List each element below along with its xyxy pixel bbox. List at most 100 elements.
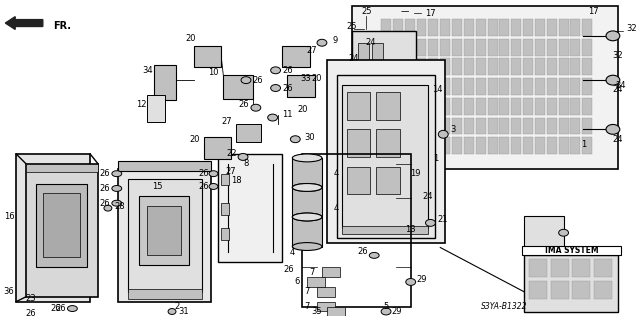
Bar bbox=[428, 78, 438, 95]
Bar bbox=[26, 164, 98, 172]
Bar bbox=[43, 193, 80, 257]
Bar bbox=[523, 39, 533, 56]
Ellipse shape bbox=[241, 77, 251, 84]
Bar bbox=[204, 137, 231, 159]
Bar bbox=[535, 137, 545, 154]
Text: 12: 12 bbox=[136, 100, 147, 109]
Ellipse shape bbox=[406, 278, 415, 285]
Text: 33: 33 bbox=[300, 74, 310, 83]
Bar bbox=[522, 245, 621, 255]
Bar bbox=[559, 78, 568, 95]
Bar bbox=[499, 19, 509, 36]
Bar bbox=[440, 117, 450, 134]
Bar bbox=[511, 19, 521, 36]
Bar bbox=[147, 206, 181, 255]
Ellipse shape bbox=[112, 200, 122, 206]
Ellipse shape bbox=[251, 104, 260, 111]
Bar bbox=[393, 117, 403, 134]
Bar bbox=[488, 59, 497, 75]
Ellipse shape bbox=[271, 67, 280, 74]
Ellipse shape bbox=[112, 186, 122, 191]
Bar bbox=[417, 39, 426, 56]
Bar bbox=[417, 78, 426, 95]
Ellipse shape bbox=[268, 114, 278, 121]
Bar bbox=[511, 39, 521, 56]
Ellipse shape bbox=[292, 183, 322, 191]
Bar bbox=[582, 137, 592, 154]
Bar bbox=[393, 78, 403, 95]
Bar bbox=[404, 39, 415, 56]
Text: 24: 24 bbox=[612, 85, 623, 94]
Text: 26: 26 bbox=[100, 169, 110, 178]
Bar bbox=[559, 39, 568, 56]
Bar bbox=[499, 137, 509, 154]
Text: 24: 24 bbox=[616, 81, 626, 90]
Polygon shape bbox=[26, 164, 98, 297]
Text: 24: 24 bbox=[612, 135, 623, 144]
Bar bbox=[317, 287, 335, 297]
Bar bbox=[292, 158, 322, 188]
Bar bbox=[417, 137, 426, 154]
Bar bbox=[337, 75, 435, 238]
Bar bbox=[154, 65, 176, 100]
Bar bbox=[292, 188, 322, 217]
Bar bbox=[570, 59, 580, 75]
Ellipse shape bbox=[238, 154, 248, 160]
Text: 1: 1 bbox=[433, 155, 438, 164]
Bar bbox=[551, 281, 568, 299]
Bar bbox=[302, 154, 411, 307]
Text: 20: 20 bbox=[189, 135, 200, 144]
Text: 29: 29 bbox=[392, 307, 402, 316]
Bar bbox=[236, 124, 260, 142]
Bar bbox=[511, 98, 521, 115]
Bar bbox=[476, 78, 486, 95]
Bar bbox=[523, 19, 533, 36]
Text: 28: 28 bbox=[115, 202, 125, 211]
Bar bbox=[36, 183, 87, 267]
Text: 8: 8 bbox=[243, 159, 249, 168]
Text: 27: 27 bbox=[221, 117, 232, 126]
Ellipse shape bbox=[292, 213, 322, 221]
Bar bbox=[524, 216, 564, 253]
Text: 19: 19 bbox=[410, 169, 421, 178]
Bar bbox=[547, 39, 557, 56]
Bar bbox=[464, 117, 474, 134]
Bar bbox=[393, 137, 403, 154]
Text: 17: 17 bbox=[588, 7, 598, 16]
Bar bbox=[572, 259, 590, 277]
Bar bbox=[464, 137, 474, 154]
Ellipse shape bbox=[67, 306, 77, 311]
Bar bbox=[404, 19, 415, 36]
Ellipse shape bbox=[426, 220, 435, 226]
Text: 26: 26 bbox=[198, 169, 209, 178]
Text: 26: 26 bbox=[283, 265, 294, 274]
Bar bbox=[570, 78, 580, 95]
Text: 26: 26 bbox=[51, 304, 61, 313]
Bar bbox=[464, 98, 474, 115]
Bar bbox=[551, 259, 568, 277]
Bar bbox=[404, 78, 415, 95]
Bar bbox=[452, 98, 462, 115]
Bar bbox=[535, 98, 545, 115]
Text: —: — bbox=[401, 7, 409, 16]
Bar bbox=[347, 92, 371, 120]
Text: 23: 23 bbox=[26, 294, 36, 303]
Bar bbox=[547, 98, 557, 115]
Bar bbox=[428, 98, 438, 115]
Bar bbox=[221, 228, 229, 240]
Ellipse shape bbox=[104, 205, 112, 211]
Bar bbox=[127, 179, 202, 292]
Ellipse shape bbox=[112, 171, 122, 177]
Bar bbox=[452, 19, 462, 36]
Bar bbox=[327, 60, 445, 243]
Text: 35: 35 bbox=[312, 307, 323, 316]
Bar bbox=[511, 137, 521, 154]
Bar bbox=[499, 98, 509, 115]
Bar bbox=[140, 196, 189, 265]
Bar bbox=[559, 19, 568, 36]
Text: 7: 7 bbox=[309, 268, 315, 276]
Text: 4: 4 bbox=[290, 248, 295, 257]
Text: 26: 26 bbox=[100, 184, 110, 193]
Text: 9: 9 bbox=[332, 36, 337, 45]
Text: 26: 26 bbox=[357, 247, 368, 256]
